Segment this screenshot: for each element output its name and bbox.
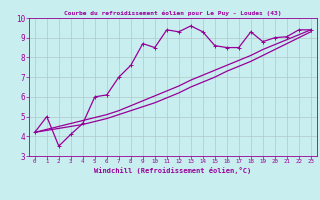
Title: Courbe du refroidissement éolien pour Le Puy - Loudes (43): Courbe du refroidissement éolien pour Le… [64,11,282,16]
X-axis label: Windchill (Refroidissement éolien,°C): Windchill (Refroidissement éolien,°C) [94,167,252,174]
